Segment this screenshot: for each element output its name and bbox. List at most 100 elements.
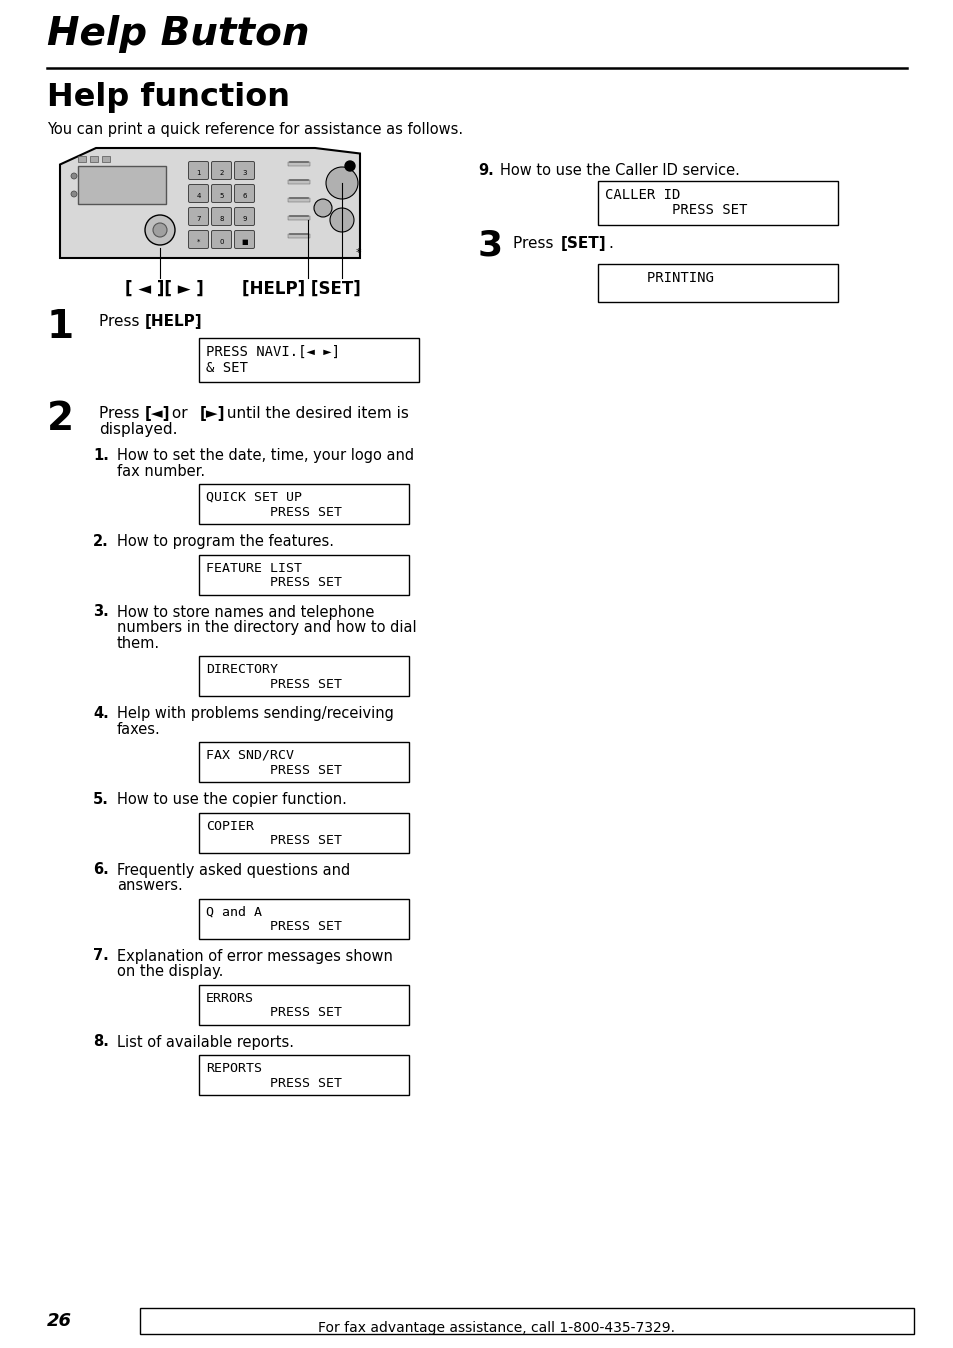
Circle shape [330, 208, 354, 232]
Bar [90, 156, 98, 162]
Bar [288, 162, 310, 166]
Bar [288, 235, 310, 239]
Text: [HELP]: [HELP] [145, 314, 202, 329]
Text: [►]: [►] [200, 406, 225, 421]
Text: until the desired item is: until the desired item is [222, 406, 409, 421]
FancyBboxPatch shape [234, 231, 254, 248]
Text: How to use the Caller ID service.: How to use the Caller ID service. [499, 163, 740, 178]
Text: FEATURE LIST: FEATURE LIST [206, 562, 302, 574]
Text: CALLER ID: CALLER ID [604, 187, 679, 202]
Text: You can print a quick reference for assistance as follows.: You can print a quick reference for assi… [47, 123, 462, 137]
FancyBboxPatch shape [234, 185, 254, 202]
Text: PRESS SET: PRESS SET [206, 1006, 341, 1019]
Bar [199, 484, 409, 524]
Text: Explanation of error messages shown: Explanation of error messages shown [117, 949, 393, 964]
Text: PRESS SET: PRESS SET [604, 204, 746, 217]
FancyBboxPatch shape [234, 208, 254, 225]
Text: PRESS SET: PRESS SET [206, 576, 341, 589]
Text: 2: 2 [219, 170, 223, 177]
Text: Frequently asked questions and: Frequently asked questions and [117, 863, 350, 878]
Text: 4.: 4. [92, 706, 109, 721]
Text: Press: Press [99, 406, 144, 421]
Text: .: . [194, 314, 200, 329]
Text: REPORTS: REPORTS [206, 1062, 262, 1074]
Text: 5.: 5. [92, 793, 109, 807]
Circle shape [71, 191, 77, 197]
Text: Help with problems sending/receiving: Help with problems sending/receiving [117, 706, 394, 721]
Bar [199, 554, 409, 594]
Bar [140, 1308, 913, 1335]
Bar [199, 656, 409, 696]
Text: [HELP] [SET]: [HELP] [SET] [242, 280, 360, 298]
Text: displayed.: displayed. [99, 422, 177, 437]
Text: COPIER: COPIER [206, 820, 253, 833]
FancyBboxPatch shape [189, 208, 209, 225]
FancyBboxPatch shape [212, 208, 232, 225]
Circle shape [345, 160, 355, 171]
Bar [288, 198, 310, 202]
Text: PRESS NAVI.[◄ ►]: PRESS NAVI.[◄ ►] [206, 345, 339, 359]
Bar [199, 813, 409, 852]
Text: 1.: 1. [92, 448, 109, 462]
Bar [78, 166, 166, 204]
Circle shape [152, 222, 167, 237]
Text: DIRECTORY: DIRECTORY [206, 663, 277, 675]
Text: PRESS SET: PRESS SET [206, 764, 341, 776]
Text: 8: 8 [219, 216, 224, 222]
Text: Q and A: Q and A [206, 906, 262, 918]
Text: Help function: Help function [47, 82, 290, 113]
Text: 1: 1 [196, 170, 200, 177]
Bar [78, 156, 86, 162]
FancyBboxPatch shape [234, 162, 254, 179]
Text: ERRORS: ERRORS [206, 992, 253, 1004]
Text: [ ◄ ][ ► ]: [ ◄ ][ ► ] [125, 280, 204, 298]
Text: 3: 3 [477, 228, 502, 262]
FancyBboxPatch shape [212, 231, 232, 248]
Text: FAX SND/RCV: FAX SND/RCV [206, 749, 294, 762]
Circle shape [326, 167, 357, 200]
Text: 5: 5 [219, 193, 223, 200]
Text: PRESS SET: PRESS SET [206, 834, 341, 848]
FancyBboxPatch shape [189, 162, 209, 179]
Text: Press: Press [99, 314, 144, 329]
Text: PRESS SET: PRESS SET [206, 921, 341, 933]
Text: PRESS SET: PRESS SET [206, 506, 341, 519]
Text: PRINTING: PRINTING [604, 271, 713, 284]
Bar [288, 181, 310, 183]
Text: & SET: & SET [206, 360, 248, 375]
Bar [199, 899, 409, 938]
Text: faxes.: faxes. [117, 721, 161, 736]
Text: numbers in the directory and how to dial: numbers in the directory and how to dial [117, 620, 416, 635]
Text: 9.: 9. [477, 163, 494, 178]
Text: Press: Press [513, 236, 558, 251]
Text: .: . [607, 236, 612, 251]
Bar [199, 1055, 409, 1095]
Circle shape [145, 214, 174, 245]
Bar [598, 264, 837, 302]
Text: fax number.: fax number. [117, 464, 205, 479]
Text: answers.: answers. [117, 878, 183, 892]
Text: 6: 6 [242, 193, 247, 200]
Text: How to use the copier function.: How to use the copier function. [117, 793, 347, 807]
Text: 7: 7 [196, 216, 200, 222]
Text: 7.: 7. [92, 949, 109, 964]
Text: them.: them. [117, 635, 160, 651]
Text: or: or [167, 406, 193, 421]
Text: How to set the date, time, your logo and: How to set the date, time, your logo and [117, 448, 414, 462]
Text: 0: 0 [219, 239, 224, 245]
Text: [◄]: [◄] [145, 406, 171, 421]
Text: 9: 9 [242, 216, 247, 222]
Bar [199, 338, 418, 381]
FancyBboxPatch shape [212, 162, 232, 179]
Text: 3: 3 [242, 170, 247, 177]
Bar [199, 741, 409, 782]
Text: [SET]: [SET] [560, 236, 606, 251]
Text: 3.: 3. [92, 604, 109, 620]
Text: 4: 4 [196, 193, 200, 200]
Text: 6.: 6. [92, 863, 109, 878]
FancyBboxPatch shape [212, 185, 232, 202]
Text: 2.: 2. [92, 534, 109, 549]
Text: PRESS SET: PRESS SET [206, 678, 341, 690]
Text: 1: 1 [47, 307, 74, 346]
Text: ■: ■ [241, 239, 248, 245]
